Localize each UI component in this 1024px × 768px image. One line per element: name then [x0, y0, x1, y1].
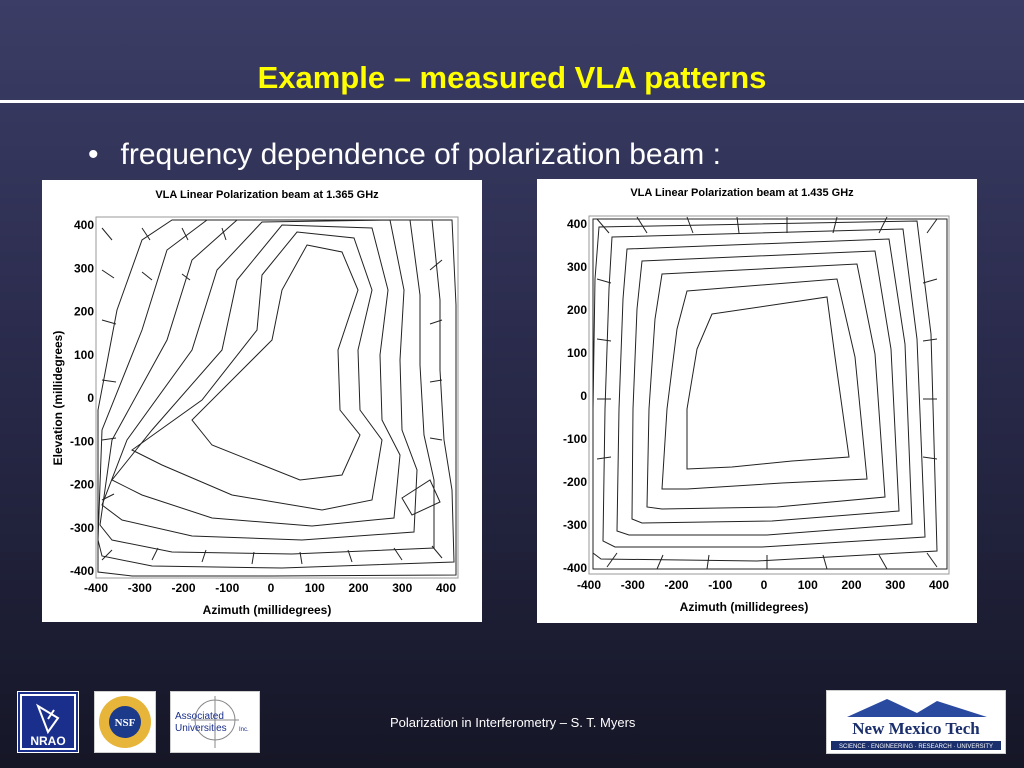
nsf-globe-icon: NSF: [99, 696, 151, 748]
x-tick-label: -400: [577, 578, 601, 592]
aui-crosshair-icon: Associated Universities Inc.: [175, 696, 249, 748]
x-tick-label: -100: [708, 578, 732, 592]
nmt-mountain-icon: New Mexico Tech SCIENCE · ENGINEERING · …: [831, 699, 1001, 750]
plot-1435ghz: VLA Linear Polarization beam at 1.435 GH…: [537, 179, 977, 623]
y-tick-label: 0: [87, 391, 94, 405]
x-tick-label: 0: [268, 581, 275, 595]
x-tick-label: 100: [305, 581, 325, 595]
y-tick-label: 100: [74, 348, 94, 362]
slide-title: Example – measured VLA patterns: [257, 60, 767, 95]
x-tick-label: 300: [885, 578, 905, 592]
nmt-logo: New Mexico Tech SCIENCE · ENGINEERING · …: [826, 690, 1006, 754]
x-tick-label: 200: [841, 578, 861, 592]
y-axis-label: Elevation (millidegrees): [51, 331, 65, 466]
bullet-marker: •: [88, 138, 99, 171]
plot-frame: [95, 216, 459, 579]
nrao-wordmark: NRAO: [30, 734, 65, 748]
x-tick-label: -100: [215, 581, 239, 595]
vector-ticks: [101, 227, 443, 565]
x-tick-label: 200: [348, 581, 368, 595]
x-tick-label: -400: [84, 581, 108, 595]
y-tick-label: 400: [567, 217, 587, 231]
y-tick-label: -100: [70, 434, 94, 448]
x-tick-label: 300: [392, 581, 412, 595]
y-tick-label: -400: [563, 561, 587, 575]
plot-title: VLA Linear Polarization beam at 1.435 GH…: [630, 187, 854, 199]
contour-lines: [97, 219, 457, 577]
y-tick-label: -300: [70, 521, 94, 535]
plot-frame: [588, 215, 950, 575]
x-tick-label: -200: [664, 578, 688, 592]
x-axis-label: Azimuth (millidegrees): [680, 600, 809, 614]
x-tick-label: 0: [761, 578, 768, 592]
x-tick-label: 400: [436, 581, 456, 595]
y-tick-label: 200: [74, 305, 94, 319]
x-tick-label: 400: [929, 578, 949, 592]
title-divider: [0, 100, 1024, 103]
nmt-tagline: SCIENCE · ENGINEERING · RESEARCH · UNIVE…: [839, 744, 993, 750]
bullet-point: • frequency dependence of polarization be…: [88, 138, 721, 172]
x-tick-label: -200: [171, 581, 195, 595]
y-tick-label: 400: [74, 218, 94, 232]
vector-ticks: [596, 216, 938, 570]
plot-1365ghz: VLA Linear Polarization beam at 1.365 GH…: [42, 180, 482, 622]
plot-1365ghz-svg: VLA Linear Polarization beam at 1.365 GH…: [51, 189, 459, 617]
nsf-logo: NSF: [94, 691, 156, 753]
plot-1435ghz-svg: VLA Linear Polarization beam at 1.435 GH…: [563, 187, 950, 614]
x-axis-label: Azimuth (millidegrees): [203, 603, 332, 617]
y-tick-label: -400: [70, 564, 94, 578]
aui-line2: Universities: [175, 723, 227, 734]
plot-title: VLA Linear Polarization beam at 1.365 GH…: [155, 189, 379, 201]
bullet-text: frequency dependence of polarization bea…: [120, 138, 721, 171]
contour-lines: [592, 218, 948, 570]
y-tick-label: 200: [567, 303, 587, 317]
nrao-dish-icon: NRAO: [20, 694, 76, 750]
aui-line1: Associated: [175, 711, 224, 722]
x-tick-label: -300: [621, 578, 645, 592]
aui-logo: Associated Universities Inc.: [170, 691, 260, 753]
y-tick-label: 300: [567, 260, 587, 274]
y-tick-label: -300: [563, 518, 587, 532]
nrao-logo: NRAO: [17, 691, 79, 753]
x-tick-label: 100: [798, 578, 818, 592]
y-tick-label: 300: [74, 261, 94, 275]
y-tick-label: -200: [563, 475, 587, 489]
y-tick-label: -200: [70, 478, 94, 492]
x-tick-label: -300: [128, 581, 152, 595]
aui-suffix: Inc.: [239, 727, 249, 733]
nsf-wordmark: NSF: [115, 717, 136, 729]
nmt-name: New Mexico Tech: [852, 719, 980, 738]
y-tick-label: 100: [567, 346, 587, 360]
y-tick-label: 0: [580, 389, 587, 403]
y-tick-label: -100: [563, 432, 587, 446]
footer-text: Polarization in Interferometry – S. T. M…: [390, 715, 636, 730]
